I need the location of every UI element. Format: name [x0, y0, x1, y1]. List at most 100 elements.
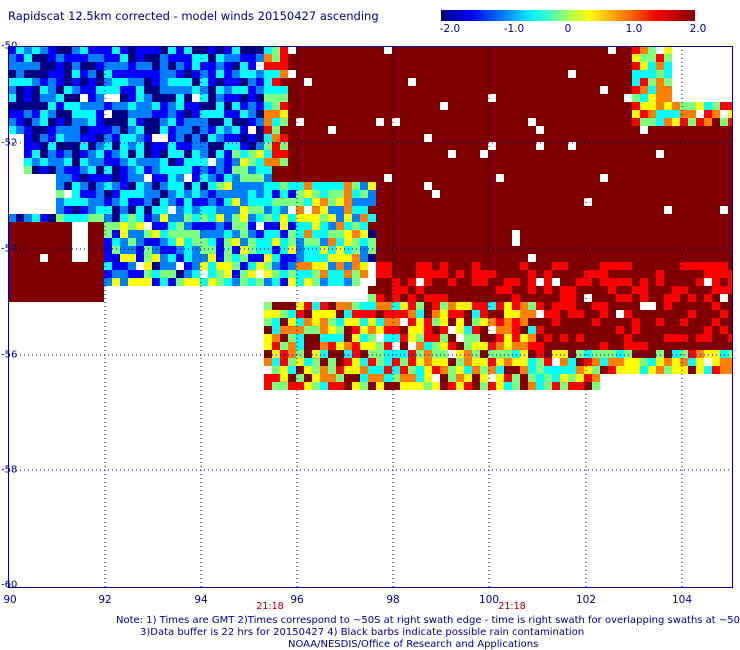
wind-cell — [232, 142, 240, 150]
wind-cell — [664, 126, 672, 134]
wind-cell — [536, 182, 544, 190]
wind-cell — [144, 158, 152, 166]
wind-cell — [144, 110, 152, 118]
wind-cell — [704, 198, 712, 206]
lon-label-100: 100 — [478, 594, 500, 606]
wind-cell — [392, 182, 400, 190]
wind-cell — [416, 342, 424, 350]
wind-cell — [576, 302, 584, 310]
wind-cell — [304, 238, 312, 246]
wind-cell — [120, 182, 128, 190]
wind-cell — [240, 262, 248, 270]
wind-cell — [656, 278, 664, 286]
wind-cell — [368, 246, 376, 254]
wind-cell — [552, 62, 560, 70]
wind-cell — [64, 94, 72, 102]
wind-cell — [704, 190, 712, 198]
wind-cell — [296, 142, 304, 150]
wind-cell — [592, 270, 600, 278]
wind-cell — [472, 134, 480, 142]
wind-cell — [704, 286, 712, 294]
wind-cell — [192, 198, 200, 206]
wind-cell — [448, 246, 456, 254]
wind-cell — [56, 70, 64, 78]
wind-cell — [272, 78, 280, 86]
wind-cell — [88, 198, 96, 206]
wind-cell — [224, 102, 232, 110]
wind-cell — [552, 342, 560, 350]
wind-cell — [384, 230, 392, 238]
wind-cell — [16, 62, 24, 70]
wind-cell — [568, 94, 576, 102]
wind-cell — [416, 86, 424, 94]
wind-cell — [696, 150, 704, 158]
wind-cell — [8, 262, 16, 270]
wind-cell — [432, 86, 440, 94]
wind-cell — [472, 326, 480, 334]
wind-cell — [88, 214, 96, 222]
wind-cell — [656, 270, 664, 278]
wind-cell — [680, 262, 688, 270]
wind-cell — [200, 134, 208, 142]
wind-cell — [512, 46, 520, 54]
wind-cell — [616, 190, 624, 198]
wind-cell — [296, 86, 304, 94]
wind-cell — [496, 182, 504, 190]
wind-cell — [592, 190, 600, 198]
wind-cell — [312, 46, 320, 54]
wind-cell — [608, 134, 616, 142]
wind-cell — [88, 158, 96, 166]
wind-cell — [224, 94, 232, 102]
wind-cell — [544, 286, 552, 294]
wind-cell — [624, 278, 632, 286]
wind-cell — [56, 198, 64, 206]
wind-cell — [152, 190, 160, 198]
wind-cell — [400, 46, 408, 54]
wind-cell — [648, 158, 656, 166]
wind-cell — [488, 382, 496, 390]
wind-cell — [208, 214, 216, 222]
wind-cell — [480, 86, 488, 94]
wind-cell — [184, 126, 192, 134]
wind-cell — [584, 134, 592, 142]
wind-cell — [392, 78, 400, 86]
wind-cell — [336, 262, 344, 270]
wind-cell — [568, 54, 576, 62]
lon-label-90: 90 — [3, 594, 17, 606]
wind-cell — [208, 166, 216, 174]
wind-cell — [656, 158, 664, 166]
wind-cell — [656, 334, 664, 342]
wind-cell — [488, 246, 496, 254]
wind-cell — [96, 46, 104, 54]
wind-cell — [696, 318, 704, 326]
lat-label-52: -52 — [1, 137, 18, 149]
wind-cell — [40, 46, 48, 54]
wind-cell — [496, 190, 504, 198]
wind-cell — [320, 374, 328, 382]
wind-cell — [568, 102, 576, 110]
wind-cell — [128, 78, 136, 86]
wind-cell — [640, 318, 648, 326]
wind-cell — [440, 270, 448, 278]
wind-cell — [200, 126, 208, 134]
wind-cell — [568, 302, 576, 310]
wind-cell — [360, 142, 368, 150]
wind-cell — [368, 334, 376, 342]
wind-cell — [600, 70, 608, 78]
wind-cell — [464, 254, 472, 262]
wind-cell — [552, 158, 560, 166]
wind-cell — [232, 150, 240, 158]
wind-cell — [512, 134, 520, 142]
wind-cell — [24, 230, 32, 238]
wind-cell — [248, 214, 256, 222]
colorbar — [441, 10, 695, 21]
wind-cell — [720, 334, 728, 342]
wind-cell — [496, 86, 504, 94]
wind-cell — [256, 142, 264, 150]
wind-cell — [376, 94, 384, 102]
wind-cell — [416, 94, 424, 102]
wind-cell — [376, 46, 384, 54]
wind-cell — [600, 46, 608, 54]
wind-cell — [552, 222, 560, 230]
wind-cell — [408, 310, 416, 318]
